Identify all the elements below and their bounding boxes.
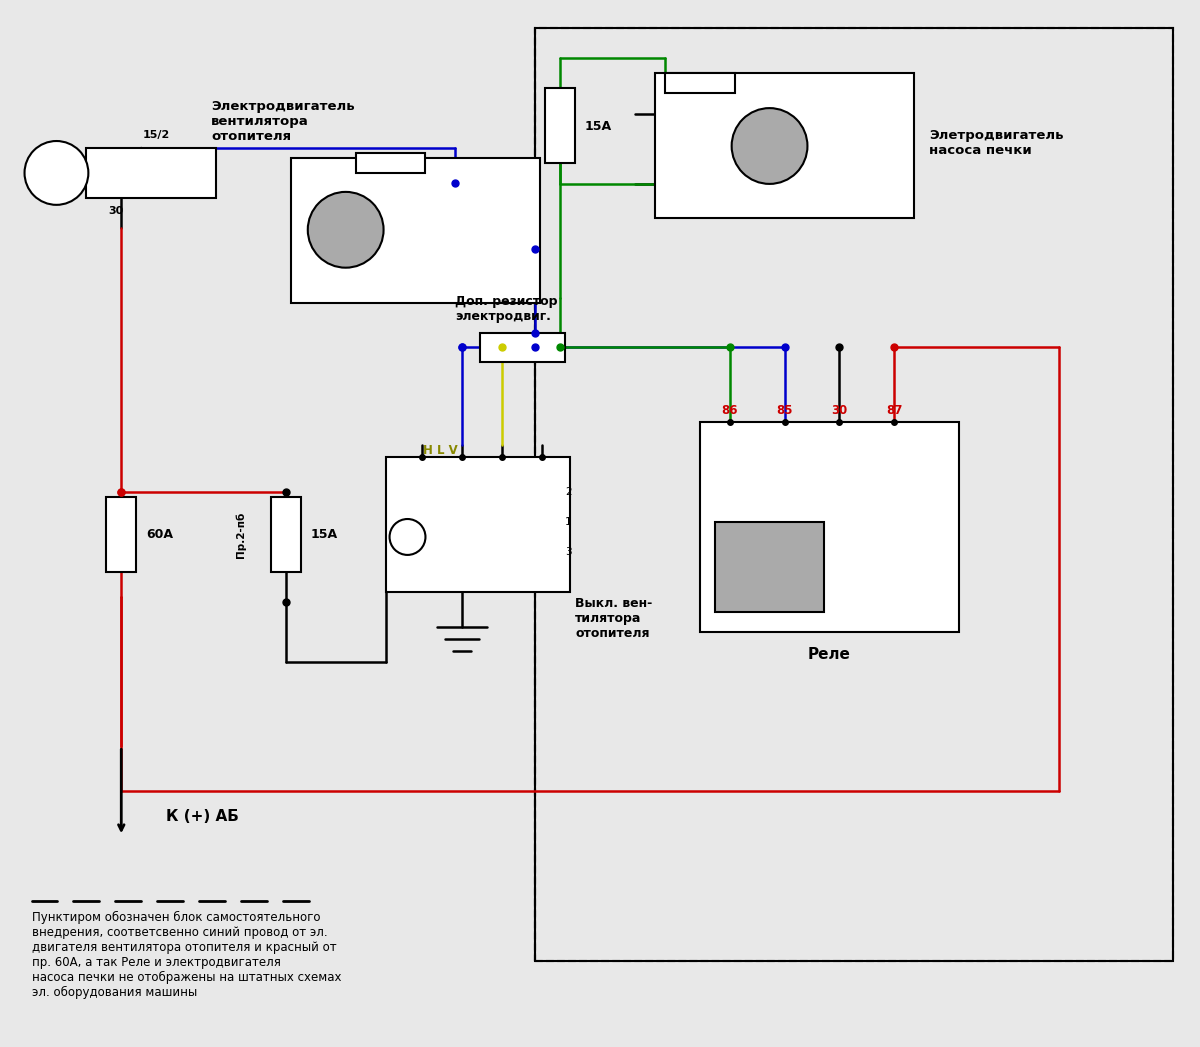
Bar (715, 522, 824, 611)
Text: Пунктиром обозначен блок самостоятельного
внедрения, соответсвенно синий провод : Пунктиром обозначен блок самостоятельног… (31, 911, 341, 999)
Text: 86: 86 (721, 404, 738, 418)
Text: 2: 2 (565, 487, 571, 497)
Circle shape (732, 108, 808, 184)
Text: 15/2: 15/2 (143, 130, 170, 140)
Bar (480, 333, 565, 362)
Text: 85: 85 (776, 404, 793, 418)
Bar (655, 73, 914, 218)
Text: Пр.2-пб: Пр.2-пб (236, 512, 246, 558)
Bar (385, 458, 570, 592)
Bar (271, 497, 301, 572)
Bar (86, 148, 216, 198)
Text: 1: 1 (565, 517, 571, 527)
Text: 60A: 60A (146, 529, 173, 541)
Bar (290, 158, 540, 303)
Text: 87: 87 (886, 404, 902, 418)
Text: К (+) АБ: К (+) АБ (166, 808, 239, 824)
Text: Электродвигатель
вентилятора
отопителя: Электродвигатель вентилятора отопителя (211, 101, 355, 143)
Text: 15A: 15A (311, 529, 338, 541)
Text: Реле: Реле (808, 647, 851, 662)
Bar (355, 153, 426, 173)
Text: Доп. резистор
электродвиг.: Доп. резистор электродвиг. (455, 294, 558, 322)
Bar (700, 422, 959, 631)
Text: 30: 30 (109, 206, 124, 216)
Circle shape (307, 192, 384, 268)
Circle shape (24, 141, 89, 205)
Text: 15A: 15A (586, 119, 612, 133)
Bar (107, 497, 137, 572)
Bar (535, 28, 1174, 961)
Text: 3: 3 (565, 547, 571, 557)
Bar (545, 88, 575, 163)
Text: H L V: H L V (424, 444, 458, 458)
Text: 30: 30 (832, 404, 847, 418)
Text: Выкл. вен-
тилятора
отопителя: Выкл. вен- тилятора отопителя (575, 597, 653, 640)
Bar (665, 73, 734, 93)
Bar (535, 28, 1174, 961)
Text: Элетродвигатель
насоса печки: Элетродвигатель насоса печки (929, 129, 1063, 157)
